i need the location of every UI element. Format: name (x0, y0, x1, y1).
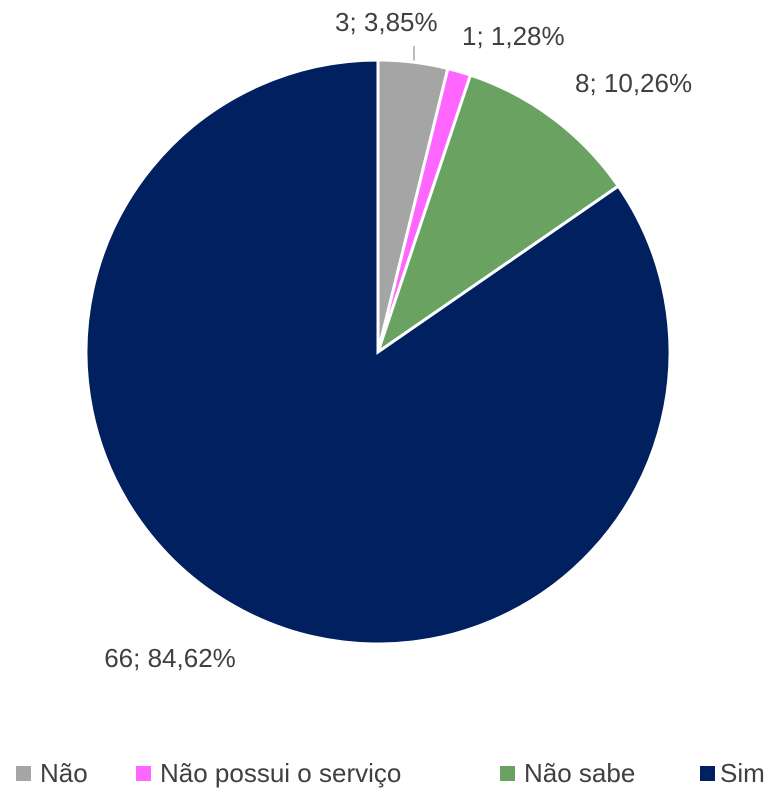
pie-slice (375, 73, 621, 356)
data-label: 3; 3,85% (335, 7, 438, 37)
data-label: 1; 1,28% (462, 21, 565, 51)
pie-slice (84, 58, 672, 646)
legend-label: Não sabe (524, 758, 636, 788)
legend-swatch (136, 766, 151, 781)
legend-swatch (700, 766, 715, 781)
data-label: 8; 10,26% (575, 68, 693, 98)
data-label: 66; 84,62% (104, 643, 236, 673)
legend-label: Sim (720, 758, 765, 788)
legend-swatch (16, 766, 31, 781)
legend-swatch (500, 766, 515, 781)
legend-label: Não (40, 758, 88, 788)
legend-label: Não possui o serviço (160, 758, 402, 788)
